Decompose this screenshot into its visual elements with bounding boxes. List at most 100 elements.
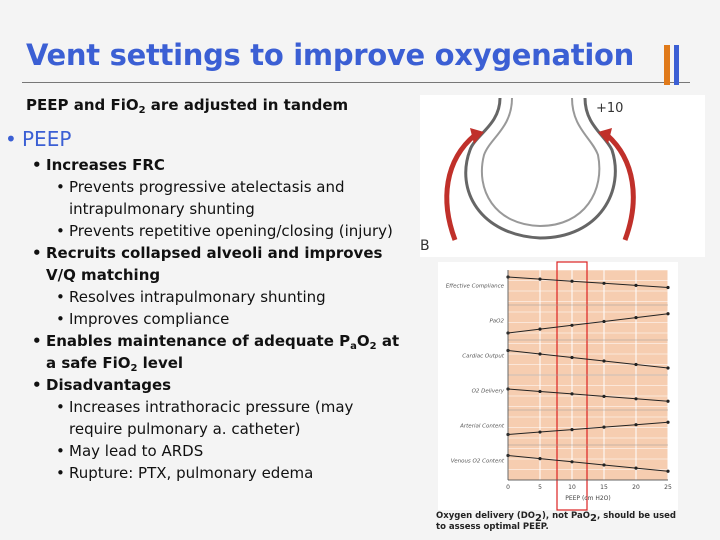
graph-point xyxy=(570,323,574,327)
graph-curve xyxy=(507,313,669,334)
graph-point xyxy=(634,362,638,367)
graph-label: PaO2 xyxy=(489,319,504,325)
arrow-head xyxy=(598,128,612,144)
bullet-item: Prevents repetitive opening/closing (inj… xyxy=(0,220,409,242)
x-axis-label: PEEP (cm H2O) xyxy=(565,495,611,502)
text-run: ), not PaO xyxy=(542,511,591,521)
text-run: Prevents repetitive opening/closing (inj… xyxy=(69,222,393,240)
alveolus-inner xyxy=(480,97,601,228)
graph-point xyxy=(538,430,542,434)
text-run: , should be used to assess optimal PEEP. xyxy=(436,511,677,532)
title-rule xyxy=(22,82,690,83)
text-run: Increases intrathoracic pressure (may re… xyxy=(69,398,354,438)
subscript: a xyxy=(350,341,357,352)
bullet-item: May lead to ARDS xyxy=(0,440,409,462)
graph-label: Cardiac Output xyxy=(462,354,505,360)
graph-point xyxy=(634,283,638,287)
graph-point xyxy=(602,425,606,429)
graph-label: O2 Delivery xyxy=(472,389,505,395)
graph-point xyxy=(666,399,670,403)
graph-point xyxy=(666,285,670,290)
bullet-item: Enables maintenance of adequate PaO2 at … xyxy=(0,330,408,374)
highlight-box xyxy=(556,261,588,511)
bullet-item: Increases intrathoracic pressure (may re… xyxy=(0,396,409,440)
graph-point xyxy=(634,397,638,401)
decor-bar xyxy=(674,45,679,85)
bullet-item: Increases FRC xyxy=(0,154,408,176)
graph-point xyxy=(634,423,638,427)
panel-label: B xyxy=(420,238,430,254)
bullet-item: Disadvantages xyxy=(0,374,408,396)
graph-point xyxy=(602,359,606,363)
graph-point xyxy=(634,466,638,470)
subscript: 2 xyxy=(590,513,597,524)
text-run: level xyxy=(137,354,184,372)
subtitle: PEEP and FiO2 are adjusted in tandem xyxy=(26,96,348,116)
graph-point xyxy=(538,352,542,356)
graph-point xyxy=(602,394,606,398)
graph-point xyxy=(538,327,542,331)
text-run: PEEP xyxy=(22,127,72,151)
text-run: Prevents progressive atelectasis and int… xyxy=(69,178,345,218)
graph-point xyxy=(570,428,574,432)
bullet-item: Rupture: PTX, pulmonary edema xyxy=(0,462,409,484)
alveolus-panel xyxy=(420,95,705,257)
graph-point xyxy=(602,281,606,285)
bullet-item: Improves compliance xyxy=(0,308,409,330)
graph-point xyxy=(570,392,574,396)
text-run: Rupture: PTX, pulmonary edema xyxy=(69,464,314,482)
text-run: Enables maintenance of adequate P xyxy=(46,332,351,350)
graph-point xyxy=(666,469,670,473)
x-tick-label: 25 xyxy=(664,484,672,491)
graph-point xyxy=(538,389,542,394)
graph-point xyxy=(666,366,670,370)
arrow xyxy=(444,133,477,241)
bullet-item: PEEP xyxy=(0,124,420,154)
graph-curve xyxy=(507,455,669,472)
pressure-label: +10 xyxy=(596,101,623,116)
x-tick-label: 5 xyxy=(538,484,542,491)
graph-curve xyxy=(507,276,669,288)
graph-point xyxy=(602,319,606,324)
graph-point xyxy=(570,355,574,360)
graph-curve xyxy=(507,350,669,369)
graph-curve xyxy=(507,421,669,435)
decor-bar xyxy=(664,45,670,85)
caption: Oxygen delivery (DO2), not PaO2, should … xyxy=(436,511,676,533)
x-tick-label: 0 xyxy=(506,484,510,491)
bullet-item: Resolves intrapulmonary shunting xyxy=(0,286,409,308)
graph-point xyxy=(538,277,542,281)
text-run: at a safe FiO xyxy=(46,332,400,372)
graph-point xyxy=(538,457,542,461)
bullet-list: PEEP Increases FRC Prevents progressive at… xyxy=(0,124,420,484)
text-run: Increases FRC xyxy=(46,156,165,174)
subscript: 2 xyxy=(130,363,138,374)
text-run: May lead to ARDS xyxy=(69,442,204,460)
text-run: O xyxy=(356,332,370,350)
text-run: Disadvantages xyxy=(46,376,172,394)
graph-curve xyxy=(507,388,669,402)
graph-label: Arterial Content xyxy=(459,424,505,430)
arrow-head xyxy=(470,128,484,144)
x-tick-label: 15 xyxy=(600,484,608,491)
text-run: Recruits collapsed alveoli and improves … xyxy=(46,244,383,284)
graph-point xyxy=(666,312,670,316)
subscript: 2 xyxy=(369,341,377,352)
graph-label: Effective Compliance xyxy=(446,284,505,290)
text-run: PEEP and FiO xyxy=(26,96,139,114)
text-run: Oxygen delivery (DO xyxy=(436,511,536,521)
arrow xyxy=(605,133,636,241)
slide-title: Vent settings to improve oxygenation xyxy=(26,38,634,72)
subscript: 2 xyxy=(535,513,542,524)
x-tick-label: 20 xyxy=(632,484,640,491)
bullet-item: Prevents progressive atelectasis and int… xyxy=(0,176,409,220)
graph-point xyxy=(602,463,606,467)
subscript: 2 xyxy=(138,105,146,116)
text-run: Improves compliance xyxy=(69,310,230,328)
graph-point xyxy=(570,279,574,283)
graph-point xyxy=(570,460,574,464)
graph-label: Venous O2 Content xyxy=(451,459,505,465)
graph-point xyxy=(666,420,670,424)
